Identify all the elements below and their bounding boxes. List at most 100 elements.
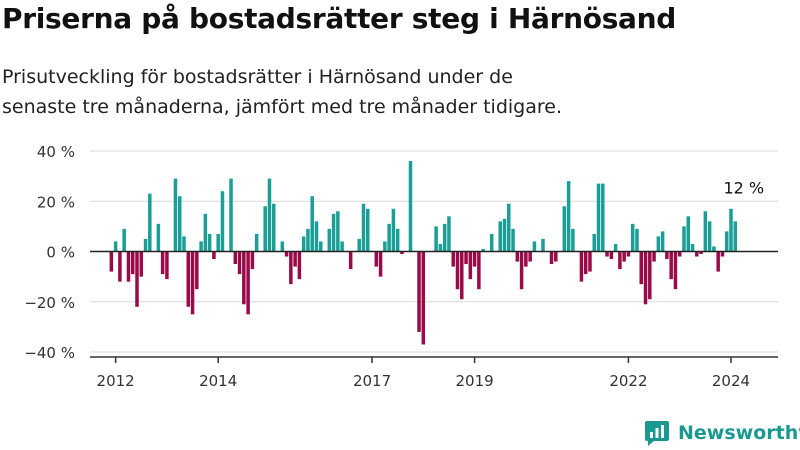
bar — [319, 241, 323, 252]
bar — [207, 233, 212, 252]
bar — [143, 238, 148, 252]
bar — [182, 236, 186, 252]
y-tick-label: −20 % — [24, 294, 75, 312]
x-tick-label: 2022 — [609, 372, 647, 390]
x-tick-label: 2024 — [712, 372, 750, 390]
bar — [652, 251, 656, 262]
bar — [498, 221, 502, 252]
bar — [378, 251, 383, 277]
bar — [460, 251, 464, 300]
bar — [336, 211, 340, 252]
bar — [712, 246, 716, 252]
bar — [686, 216, 691, 252]
bar — [571, 228, 575, 252]
bar — [601, 183, 605, 252]
bar — [515, 251, 520, 262]
bar — [195, 251, 199, 290]
bar — [630, 223, 635, 252]
bar — [293, 251, 297, 267]
bar — [665, 251, 669, 260]
bar — [246, 251, 250, 315]
bar — [173, 178, 178, 252]
bar — [383, 241, 387, 252]
bar — [177, 196, 182, 252]
x-tick-label: 2012 — [97, 372, 135, 390]
bar — [468, 251, 473, 280]
bar — [301, 236, 306, 252]
bar — [361, 203, 366, 252]
bar — [566, 181, 571, 252]
chart-subtitle: Prisutveckling för bostadsrätter i Härnö… — [2, 66, 562, 118]
bar — [160, 251, 165, 275]
bar — [660, 231, 665, 252]
bar — [438, 243, 443, 252]
bar — [605, 251, 609, 257]
x-tick-label: 2014 — [199, 372, 237, 390]
bar — [532, 241, 537, 252]
bar — [254, 233, 259, 252]
bar — [720, 251, 725, 257]
bar — [109, 251, 114, 272]
bar — [165, 251, 169, 280]
bar — [212, 251, 216, 260]
bar — [190, 251, 195, 315]
bar — [528, 251, 532, 262]
bar — [541, 238, 545, 252]
bar — [306, 228, 310, 252]
bar — [135, 251, 139, 307]
bar — [524, 251, 528, 267]
newsworthy-logo-icon — [645, 421, 669, 446]
bar — [609, 251, 614, 260]
bar — [340, 241, 344, 252]
bar — [643, 251, 648, 305]
bar — [395, 228, 400, 252]
bar — [267, 178, 272, 252]
bar — [733, 221, 738, 252]
bar — [596, 183, 601, 252]
bar — [348, 251, 353, 270]
bar — [272, 203, 276, 252]
chart-title: Priserna på bostadsrätter steg i Härnösa… — [2, 2, 677, 35]
bar — [626, 251, 631, 257]
bar — [455, 251, 460, 290]
bar — [374, 251, 379, 267]
bar — [682, 226, 686, 252]
bar — [233, 251, 238, 265]
x-tick-label: 2017 — [353, 372, 391, 390]
bar — [588, 251, 592, 272]
bar — [156, 223, 161, 252]
bar — [434, 226, 438, 252]
bar — [122, 228, 126, 252]
bar — [511, 228, 515, 252]
bar — [635, 228, 639, 252]
bar — [118, 251, 122, 282]
bar — [472, 251, 477, 267]
bar — [716, 251, 720, 272]
bar — [327, 228, 332, 252]
bar — [656, 236, 661, 252]
bar — [366, 208, 370, 252]
bar — [451, 251, 455, 267]
bar — [554, 251, 558, 262]
bar — [186, 251, 191, 307]
bar — [639, 251, 643, 285]
bar — [724, 231, 729, 252]
x-tick-label: 2019 — [456, 372, 494, 390]
bar — [703, 211, 708, 252]
bar — [387, 223, 391, 252]
bar — [216, 233, 220, 252]
bar — [400, 251, 404, 255]
bar — [357, 238, 361, 252]
bar — [331, 213, 336, 252]
bar — [481, 248, 485, 252]
bar — [519, 251, 524, 290]
bar — [579, 251, 584, 282]
bar — [310, 196, 314, 252]
bar — [220, 191, 225, 252]
bar — [314, 221, 319, 252]
bar — [583, 251, 588, 275]
bar — [297, 251, 302, 280]
bar — [391, 208, 396, 252]
bar — [447, 216, 451, 252]
bar — [592, 233, 596, 252]
